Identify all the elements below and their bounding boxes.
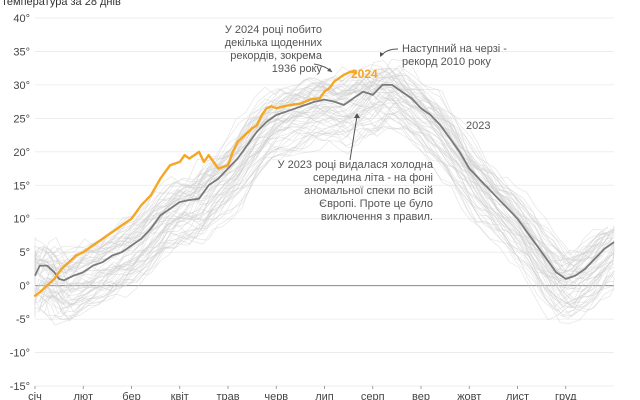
annotation-mid-2023-line: виключення з правил.	[321, 211, 433, 223]
chart-subtitle: температура за 28 днів	[2, 0, 121, 8]
history-year-line	[36, 74, 615, 271]
annotation-arrowhead	[380, 52, 384, 57]
annotation-record-2024-line: декілька щоденних	[225, 37, 323, 49]
annotation-next-2010-line: рекорд 2010 року	[402, 56, 491, 68]
x-tick-label: лип	[315, 391, 334, 400]
x-tick-label: вер	[412, 391, 430, 400]
y-tick-label: 40°	[13, 13, 30, 25]
y-tick-label: 25°	[13, 113, 30, 125]
history-year-line	[34, 112, 606, 326]
y-tick-label: -10°	[10, 348, 30, 360]
history-year-line	[40, 100, 615, 308]
y-tick-label: -15°	[10, 381, 30, 393]
history-year-line	[34, 85, 604, 287]
annotation-record-2024-line: рекордів, зокрема	[230, 50, 323, 62]
history-year-line	[38, 67, 615, 268]
history-year-line	[34, 75, 603, 279]
annotation-arrowhead	[327, 68, 332, 72]
annotation-mid-2023-line: аномальної спеки по всій	[304, 185, 433, 197]
annotation-arrow	[380, 48, 399, 57]
history-year-line	[39, 125, 615, 322]
y-tick-label: 5°	[19, 247, 30, 259]
series-2023-label: 2023	[466, 120, 490, 132]
y-tick-label: 35°	[13, 46, 30, 58]
y-tick-label: 0°	[19, 281, 30, 293]
history-year-line	[34, 102, 611, 309]
x-tick-label: лют	[74, 391, 93, 400]
series-2024-line	[33, 70, 358, 297]
series-2023-line	[34, 84, 615, 282]
x-tick-label: жовт	[457, 391, 481, 400]
history-year-line	[41, 75, 615, 274]
x-tick-label: лист	[506, 391, 529, 400]
series-2024-label: 2024	[351, 67, 378, 81]
annotation-mid-2023-line: У 2023 році видалася холодна	[278, 159, 434, 171]
x-tick-label: черв	[264, 391, 288, 400]
x-tick-label: січ	[28, 391, 42, 400]
annotation-mid-2023-line: Європі. Проте це було	[319, 198, 433, 210]
annotation-arrow	[349, 115, 358, 161]
annotation-record-2024-line: 1936 року	[272, 63, 323, 75]
history-year-line	[37, 113, 615, 319]
y-tick-label: 10°	[13, 214, 30, 226]
history-year-line	[39, 96, 615, 306]
history-year-line	[43, 58, 615, 262]
history-year-line	[46, 88, 615, 293]
y-tick-label: 20°	[13, 147, 30, 159]
annotation-mid-2023-line: середина літа - на фоні	[313, 172, 433, 184]
y-tick-label: -5°	[16, 314, 30, 326]
history-year-line	[34, 68, 615, 272]
x-tick-label: серп	[361, 391, 385, 400]
history-year-line	[38, 127, 615, 324]
history-year-line	[35, 103, 615, 300]
x-tick-label: квіт	[171, 391, 189, 400]
y-tick-label: 30°	[13, 80, 30, 92]
y-tick-label: 15°	[13, 180, 30, 192]
x-tick-label: груд	[555, 391, 577, 400]
annotation-arrowhead	[354, 113, 360, 118]
history-year-line	[34, 67, 611, 270]
annotation-next-2010-line: Наступний на черзі -	[402, 43, 507, 55]
x-tick-label: трав	[216, 391, 239, 400]
annotation-record-2024-line: У 2024 році побито	[225, 24, 322, 36]
x-tick-label: бер	[122, 391, 140, 400]
history-year-line	[43, 90, 615, 290]
